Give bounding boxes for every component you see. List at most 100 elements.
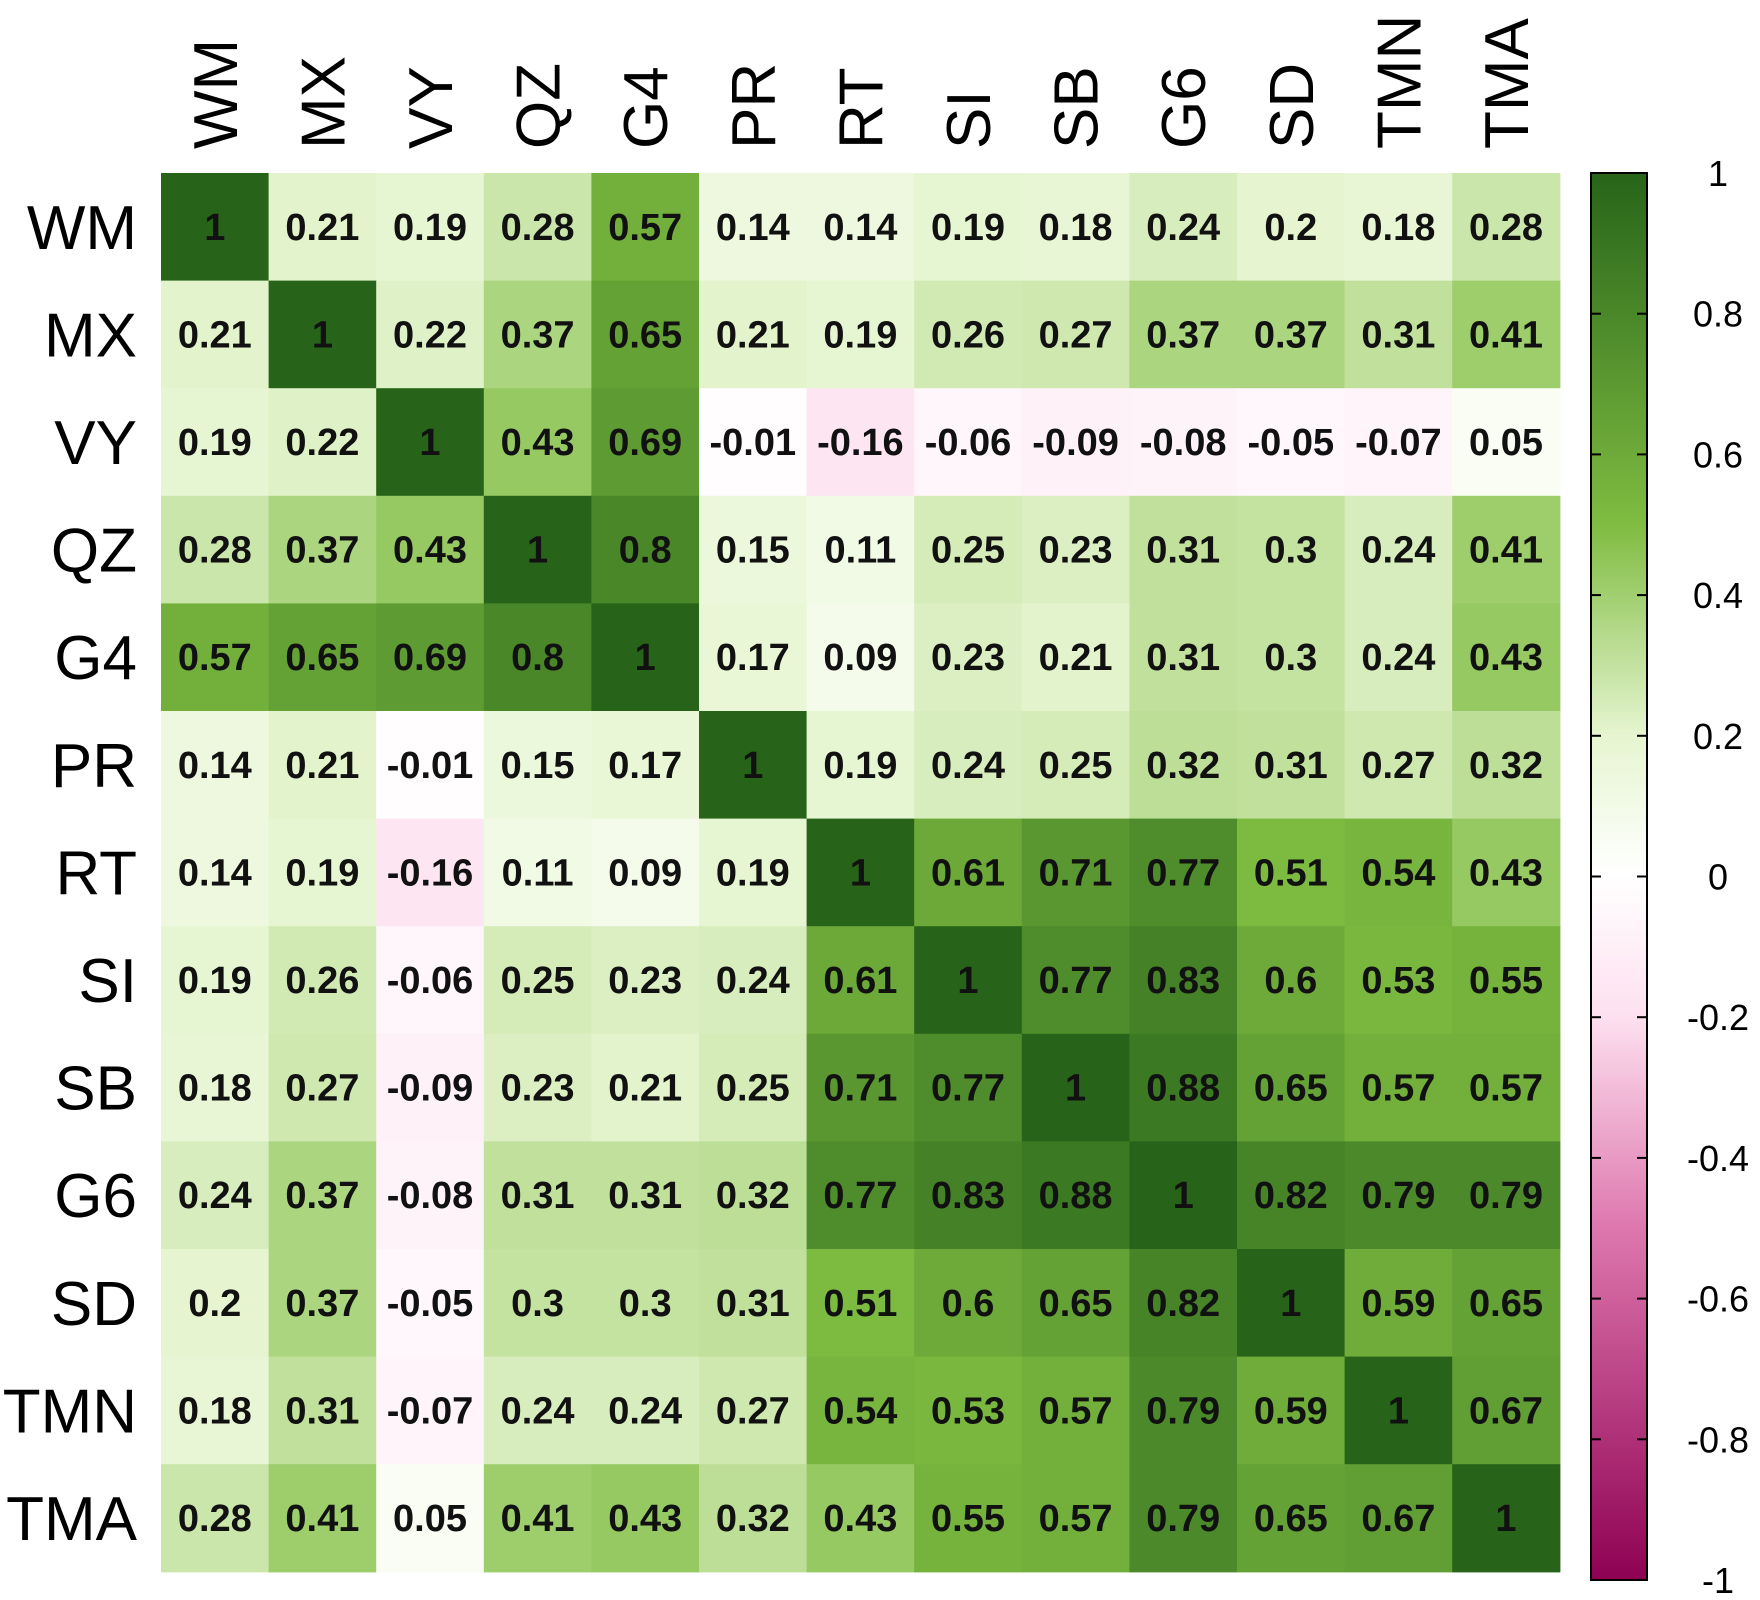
heatmap-cell-SD-SI [914,1249,1023,1358]
column-label-TMN: TMN [1365,15,1434,149]
heatmap-cell-G4-RT [806,603,915,712]
cell-value-QZ-SI: 0.25 [931,530,1005,572]
cell-value-TMA-PR: 0.32 [716,1498,790,1540]
heatmap-cell-VY-PR [699,388,808,497]
heatmap-cell-G4-MX [268,603,377,712]
heatmap-cell-labels: 1 0.21 0.19 0.28 0.57 0.14 0.14 0.19 0.18 0.24 0.2… [178,207,1543,1540]
heatmap-cell-TMN-RT [806,1356,915,1465]
heatmap-cell-PR-QZ [483,711,592,820]
heatmap-cell-RT-SD [1237,818,1346,927]
heatmap-cell-SI-SB [1021,926,1130,1035]
heatmap-cell-WM-WM [161,173,270,282]
cell-value-TMN-RT: 0.54 [823,1390,897,1432]
cell-value-MX-MX: 1 [312,314,333,356]
heatmap-cell-VY-TMA [1452,388,1561,497]
cell-value-TMN-SD: 0.59 [1254,1390,1328,1432]
cell-value-QZ-TMA: 0.41 [1469,530,1543,572]
cell-value-QZ-RT: 0.11 [824,530,896,572]
heatmap-cell-WM-VY [376,173,485,282]
heatmap-cell-G6-WM [161,1141,270,1250]
cell-value-WM-TMA: 0.28 [1469,207,1543,249]
cell-value-TMA-QZ: 0.41 [501,1498,575,1540]
heatmap-cell-TMN-TMN [1344,1356,1453,1465]
cell-value-TMA-G6: 0.79 [1146,1498,1220,1540]
cell-value-G6-SI: 0.83 [931,1175,1005,1217]
heatmap-cell-QZ-G4 [591,495,700,604]
cell-value-SD-PR: 0.31 [716,1283,790,1325]
heatmap-cell-PR-RT [806,711,915,820]
heatmap-cell-WM-PR [699,173,808,282]
cell-value-RT-PR: 0.19 [716,852,790,894]
heatmap-cell-QZ-TMA [1452,495,1561,604]
cell-value-VY-QZ: 0.43 [501,422,575,464]
cell-value-PR-PR: 1 [742,745,763,787]
cell-value-G6-WM: 0.24 [178,1175,252,1217]
cell-value-QZ-PR: 0.15 [716,530,790,572]
heatmap-cell-PR-G6 [1129,711,1238,820]
heatmap-cell-SD-PR [699,1249,808,1358]
heatmap-cell-TMN-VY [376,1356,485,1465]
colorbar-tick-label: -0.4 [1687,1138,1749,1179]
heatmap-cell-TMA-G4 [591,1464,700,1573]
heatmap-cell-SI-QZ [483,926,592,1035]
heatmap-cell-SI-TMA [1452,926,1561,1035]
cell-value-PR-WM: 0.14 [178,745,252,787]
cell-value-PR-TMN: 0.27 [1361,745,1435,787]
heatmap-cell-SB-SB [1021,1033,1130,1142]
heatmap-cell-G6-RT [806,1141,915,1250]
heatmap-cell-RT-TMN [1344,818,1453,927]
cell-value-WM-TMN: 0.18 [1361,207,1435,249]
heatmap-cell-SD-G4 [591,1249,700,1358]
cell-value-VY-WM: 0.19 [178,422,252,464]
cell-value-G6-TMN: 0.79 [1361,1175,1435,1217]
heatmap-cell-SI-SI [914,926,1023,1035]
heatmap-cell-PR-SB [1021,711,1130,820]
column-label-QZ: QZ [505,63,574,149]
cell-value-WM-SB: 0.18 [1039,207,1113,249]
cell-value-VY-SD: -0.05 [1247,422,1334,464]
heatmap-cell-G6-QZ [483,1141,592,1250]
heatmap-cell-RT-MX [268,818,377,927]
cell-value-SI-WM: 0.19 [178,960,252,1002]
cell-value-G6-TMA: 0.79 [1469,1175,1543,1217]
cell-value-G4-G4: 1 [635,637,656,679]
cell-value-G6-MX: 0.37 [285,1175,359,1217]
heatmap-cell-G6-TMN [1344,1141,1453,1250]
cell-value-TMN-G4: 0.24 [608,1390,682,1432]
cell-value-WM-PR: 0.14 [716,207,790,249]
cell-value-MX-G6: 0.37 [1146,314,1220,356]
cell-value-WM-G4: 0.57 [608,207,682,249]
heatmap-cell-RT-QZ [483,818,592,927]
heatmap-cell-RT-G6 [1129,818,1238,927]
heatmap-cell-SI-TMN [1344,926,1453,1035]
cell-value-G4-TMA: 0.43 [1469,637,1543,679]
cell-value-SB-SD: 0.65 [1254,1068,1328,1110]
cell-value-RT-QZ: 0.11 [502,852,574,894]
cell-value-TMA-SI: 0.55 [931,1498,1005,1540]
colorbar-tick-label: 0.8 [1693,294,1743,335]
column-label-VY: VY [397,66,466,149]
cell-value-TMN-QZ: 0.24 [501,1390,575,1432]
heatmap-cell-WM-RT [806,173,915,282]
heatmap-cell-QZ-TMN [1344,495,1453,604]
cell-value-SI-MX: 0.26 [285,960,359,1002]
cell-value-G4-VY: 0.69 [393,637,467,679]
cell-value-MX-PR: 0.21 [716,314,790,356]
heatmap-cell-G6-G6 [1129,1141,1238,1250]
column-label-MX: MX [289,56,358,149]
cell-value-SD-G4: 0.3 [619,1283,672,1325]
heatmap-cell-G6-MX [268,1141,377,1250]
cell-value-TMA-RT: 0.43 [823,1498,897,1540]
heatmap-cell-MX-TMN [1344,280,1453,389]
cell-value-RT-SI: 0.61 [931,852,1005,894]
row-label-PR: PR [51,732,137,801]
heatmap-cell-SD-SD [1237,1249,1346,1358]
heatmap-cell-PR-G4 [591,711,700,820]
heatmap-cell-SD-TMA [1452,1249,1561,1358]
cell-value-SD-TMA: 0.65 [1469,1283,1543,1325]
cell-value-WM-MX: 0.21 [285,207,359,249]
heatmap-cell-SB-PR [699,1033,808,1142]
heatmap-cell-SB-G6 [1129,1033,1238,1142]
cell-value-SD-G6: 0.82 [1146,1283,1220,1325]
cell-value-G6-SB: 0.88 [1039,1175,1113,1217]
